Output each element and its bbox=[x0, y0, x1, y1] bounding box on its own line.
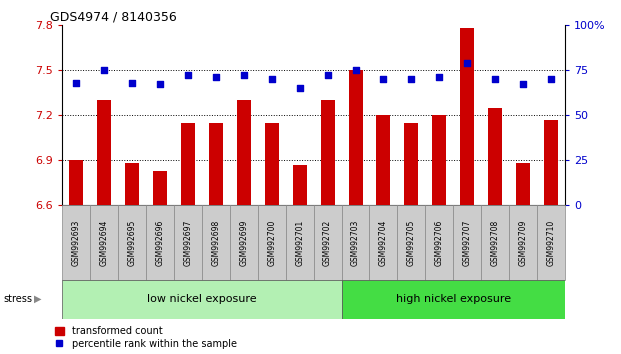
Text: GSM992694: GSM992694 bbox=[99, 219, 109, 266]
Bar bbox=[342, 280, 565, 319]
Point bbox=[183, 73, 193, 78]
Bar bbox=[481, 205, 509, 280]
Text: GSM992706: GSM992706 bbox=[435, 219, 444, 266]
Text: GSM992700: GSM992700 bbox=[267, 219, 276, 266]
Text: GSM992693: GSM992693 bbox=[71, 219, 81, 266]
Bar bbox=[320, 100, 335, 205]
Bar bbox=[202, 205, 230, 280]
Bar bbox=[397, 205, 425, 280]
Bar bbox=[369, 205, 397, 280]
Point bbox=[155, 81, 165, 87]
Bar bbox=[174, 205, 202, 280]
Bar bbox=[425, 205, 453, 280]
Bar bbox=[488, 108, 502, 205]
Bar bbox=[286, 205, 314, 280]
Text: high nickel exposure: high nickel exposure bbox=[396, 294, 511, 304]
Text: GSM992705: GSM992705 bbox=[407, 219, 416, 266]
Bar bbox=[432, 115, 446, 205]
Text: GSM992707: GSM992707 bbox=[463, 219, 472, 266]
Text: GSM992708: GSM992708 bbox=[491, 219, 500, 266]
Bar bbox=[90, 205, 118, 280]
Bar bbox=[97, 100, 111, 205]
Text: GSM992698: GSM992698 bbox=[211, 219, 220, 266]
Text: GSM992709: GSM992709 bbox=[519, 219, 528, 266]
Text: GSM992703: GSM992703 bbox=[351, 219, 360, 266]
Bar bbox=[342, 205, 369, 280]
Point bbox=[322, 73, 332, 78]
Bar bbox=[69, 160, 83, 205]
Bar bbox=[516, 163, 530, 205]
Point bbox=[378, 76, 388, 82]
Bar bbox=[376, 115, 391, 205]
Point bbox=[238, 73, 248, 78]
Bar bbox=[181, 122, 195, 205]
Point bbox=[127, 80, 137, 85]
Bar bbox=[544, 120, 558, 205]
Point bbox=[71, 80, 81, 85]
Text: GSM992699: GSM992699 bbox=[239, 219, 248, 266]
Bar bbox=[209, 122, 223, 205]
Bar bbox=[314, 205, 342, 280]
Point bbox=[350, 67, 360, 73]
Bar bbox=[118, 205, 146, 280]
Point bbox=[99, 67, 109, 73]
Point bbox=[294, 85, 304, 91]
Point bbox=[546, 76, 556, 82]
Text: low nickel exposure: low nickel exposure bbox=[147, 294, 256, 304]
Point bbox=[434, 74, 444, 80]
Text: GSM992695: GSM992695 bbox=[127, 219, 137, 266]
Text: GSM992702: GSM992702 bbox=[323, 219, 332, 266]
Bar bbox=[237, 100, 251, 205]
Text: GSM992710: GSM992710 bbox=[546, 219, 556, 266]
Bar bbox=[537, 205, 565, 280]
Bar bbox=[62, 280, 342, 319]
Point bbox=[211, 74, 220, 80]
Bar bbox=[460, 28, 474, 205]
Bar bbox=[265, 122, 279, 205]
Bar bbox=[146, 205, 174, 280]
Bar bbox=[125, 163, 139, 205]
Point bbox=[518, 81, 528, 87]
Bar bbox=[258, 205, 286, 280]
Point bbox=[266, 76, 276, 82]
Bar bbox=[348, 70, 363, 205]
Bar bbox=[453, 205, 481, 280]
Point bbox=[406, 76, 416, 82]
Text: GSM992697: GSM992697 bbox=[183, 219, 193, 266]
Bar bbox=[62, 205, 90, 280]
Text: GSM992704: GSM992704 bbox=[379, 219, 388, 266]
Point bbox=[490, 76, 500, 82]
Bar bbox=[509, 205, 537, 280]
Legend: transformed count, percentile rank within the sample: transformed count, percentile rank withi… bbox=[55, 326, 237, 349]
Text: stress: stress bbox=[3, 294, 32, 304]
Text: GSM992696: GSM992696 bbox=[155, 219, 165, 266]
Text: GSM992701: GSM992701 bbox=[295, 219, 304, 266]
Bar bbox=[404, 122, 419, 205]
Text: ▶: ▶ bbox=[34, 294, 42, 304]
Text: GDS4974 / 8140356: GDS4974 / 8140356 bbox=[50, 11, 176, 24]
Point bbox=[462, 60, 472, 65]
Bar bbox=[153, 171, 167, 205]
Bar bbox=[230, 205, 258, 280]
Bar bbox=[292, 165, 307, 205]
